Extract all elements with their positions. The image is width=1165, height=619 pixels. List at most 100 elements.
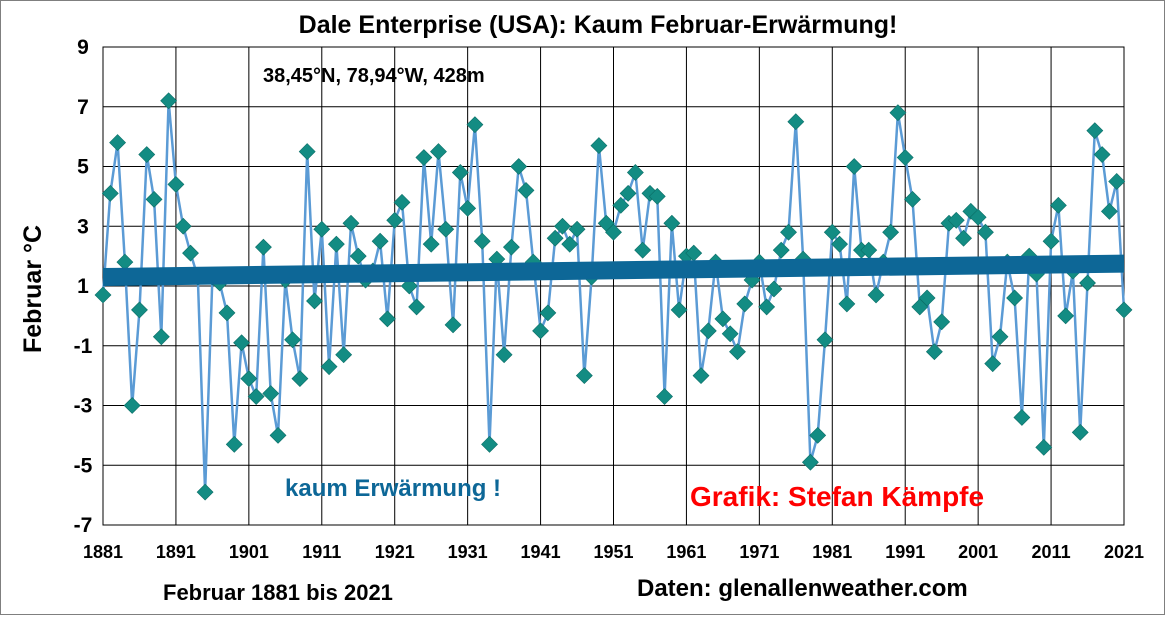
data-point — [502, 238, 520, 256]
data-point — [160, 92, 178, 110]
data-point — [758, 298, 776, 316]
data-point — [182, 244, 199, 262]
data-point — [313, 220, 331, 238]
x-tick-label: 1931 — [448, 542, 488, 562]
y-tick-label: 1 — [77, 275, 89, 298]
data-point — [729, 343, 746, 361]
x-tick-label: 1991 — [885, 542, 925, 562]
data-point — [845, 158, 863, 175]
data-point — [233, 334, 250, 352]
data-point — [101, 184, 119, 202]
data-point — [473, 232, 491, 250]
data-point — [291, 370, 309, 388]
x-tick-label: 1921 — [375, 542, 415, 562]
data-point — [736, 295, 754, 313]
data-point — [1086, 122, 1104, 140]
y-tick-label: 7 — [77, 96, 89, 119]
data-point — [1079, 274, 1096, 292]
data-point — [167, 176, 185, 193]
x-tick-label: 1941 — [521, 542, 561, 562]
data-point — [174, 217, 192, 235]
credit-text: Grafik: Stefan Kämpfe — [690, 481, 984, 512]
data-point — [977, 223, 994, 241]
x-tick-label: 1971 — [739, 542, 779, 562]
data-point — [656, 388, 673, 405]
source-label: Daten: glenallenweather.com — [637, 575, 968, 602]
data-point — [430, 143, 447, 160]
x-tick-labels: 1881 1891 1901 1911 1921 1931 1941 1951 1961 1971… — [83, 542, 1144, 562]
data-point — [925, 343, 943, 361]
trend-line — [102, 254, 1125, 287]
data-point — [1042, 232, 1060, 250]
data-point — [466, 116, 484, 134]
data-point — [568, 220, 586, 238]
data-point — [378, 310, 396, 328]
data-point — [838, 295, 856, 313]
data-point — [451, 164, 469, 181]
data-point — [648, 187, 666, 205]
trend — [102, 254, 1125, 287]
data-point — [663, 214, 681, 232]
data-point — [327, 235, 345, 253]
data-point — [626, 164, 644, 181]
annotation-text: kaum Erwärmung ! — [285, 475, 501, 502]
data-point — [831, 235, 849, 253]
data-point — [612, 196, 630, 214]
x-axis-label: Februar 1881 bis 2021 — [163, 580, 393, 605]
data-point — [269, 426, 287, 444]
x-tick-label: 1881 — [83, 542, 123, 562]
data-point — [1093, 146, 1111, 163]
chart-subtitle: 38,45°N, 78,94°W, 428m — [263, 65, 485, 87]
y-tick-label: -3 — [74, 395, 93, 418]
data-point — [991, 328, 1009, 346]
data-point — [1013, 409, 1031, 426]
data-point — [1035, 438, 1053, 456]
data-point — [809, 426, 827, 444]
data-point — [240, 370, 258, 388]
y-tick-label: -1 — [74, 335, 93, 358]
data-point — [714, 310, 732, 328]
data-point — [619, 184, 637, 202]
data-point — [955, 229, 972, 247]
data-point — [867, 286, 885, 304]
data-point — [386, 211, 404, 229]
data-point — [459, 199, 477, 217]
data-point — [481, 435, 498, 453]
data-point — [138, 146, 156, 163]
data-point — [444, 316, 462, 334]
data-point — [692, 367, 710, 385]
data-point — [415, 149, 433, 166]
data-point — [969, 208, 987, 226]
data-point — [371, 232, 389, 250]
data-point — [335, 346, 353, 364]
data-point — [1071, 423, 1089, 441]
x-tick-label: 1911 — [302, 542, 341, 562]
data-point — [510, 158, 528, 175]
data-point — [437, 220, 455, 238]
y-tick-label: 3 — [77, 215, 89, 238]
data-point — [422, 235, 440, 253]
data-point — [918, 289, 936, 307]
data-point — [554, 217, 571, 235]
y-axis-label: Februar °C — [19, 225, 47, 353]
data-point — [306, 292, 323, 310]
y-tick-label: 9 — [77, 36, 89, 59]
x-tick-label: 2011 — [1032, 542, 1071, 562]
data-point — [780, 223, 797, 241]
data-point — [882, 223, 900, 241]
x-tick-label: 1981 — [812, 542, 852, 562]
y-tick-label: -7 — [74, 514, 93, 537]
data-point — [765, 280, 783, 298]
data-point — [298, 143, 316, 160]
data-point — [94, 286, 112, 304]
data-point — [561, 235, 579, 253]
data-point — [575, 367, 593, 385]
data-point — [284, 331, 302, 349]
data-point — [546, 229, 564, 247]
data-point — [342, 214, 360, 232]
data-point — [787, 113, 805, 131]
data-point — [123, 397, 141, 414]
x-tick-label: 2021 — [1104, 542, 1144, 562]
data-point — [670, 301, 688, 319]
